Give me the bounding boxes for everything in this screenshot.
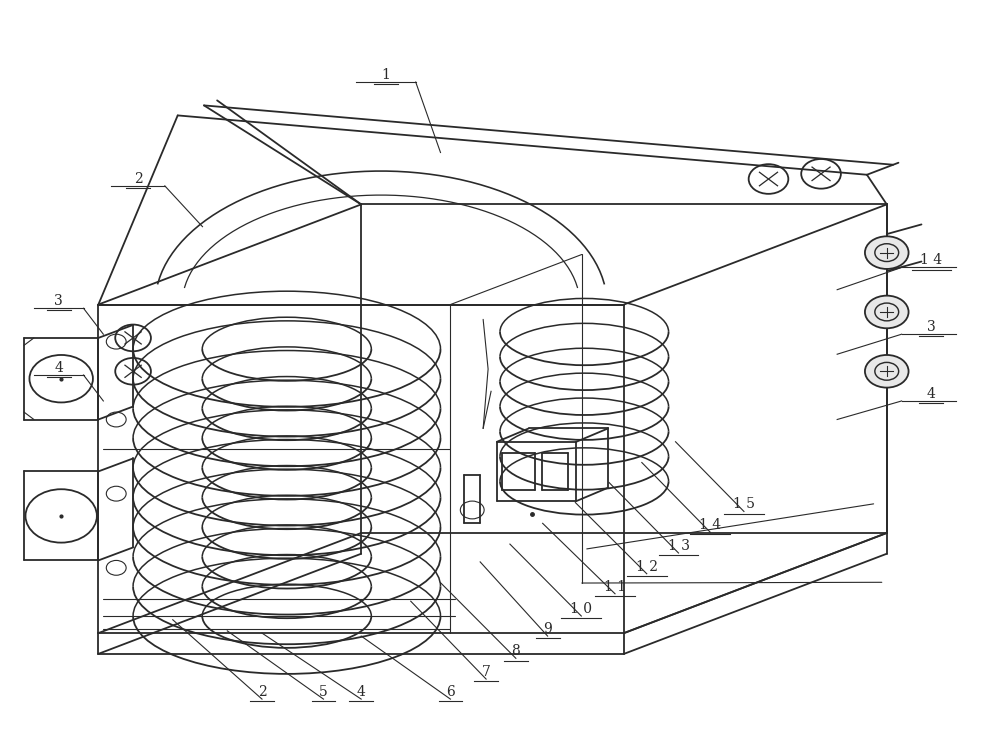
Text: 5: 5 — [319, 685, 328, 699]
Circle shape — [865, 355, 909, 388]
Text: 6: 6 — [446, 685, 455, 699]
Text: 2: 2 — [258, 685, 266, 699]
Text: 3: 3 — [54, 294, 63, 308]
Text: 1 3: 1 3 — [668, 539, 690, 553]
Text: 1 2: 1 2 — [636, 560, 658, 574]
Text: 4: 4 — [357, 685, 366, 699]
Text: 1 4: 1 4 — [699, 518, 721, 532]
Text: 2: 2 — [134, 172, 142, 186]
Text: 1: 1 — [382, 68, 390, 82]
Text: 1 1: 1 1 — [604, 580, 626, 594]
Text: 7: 7 — [482, 665, 491, 679]
Circle shape — [865, 236, 909, 269]
Text: 1 0: 1 0 — [570, 602, 592, 616]
Text: 4: 4 — [927, 387, 936, 401]
Circle shape — [865, 296, 909, 328]
Text: 8: 8 — [511, 644, 520, 658]
Text: 3: 3 — [927, 320, 936, 334]
Text: 9: 9 — [543, 622, 552, 636]
Text: 1 4: 1 4 — [920, 254, 942, 268]
Text: 1 5: 1 5 — [733, 497, 755, 512]
Text: 4: 4 — [54, 361, 63, 375]
